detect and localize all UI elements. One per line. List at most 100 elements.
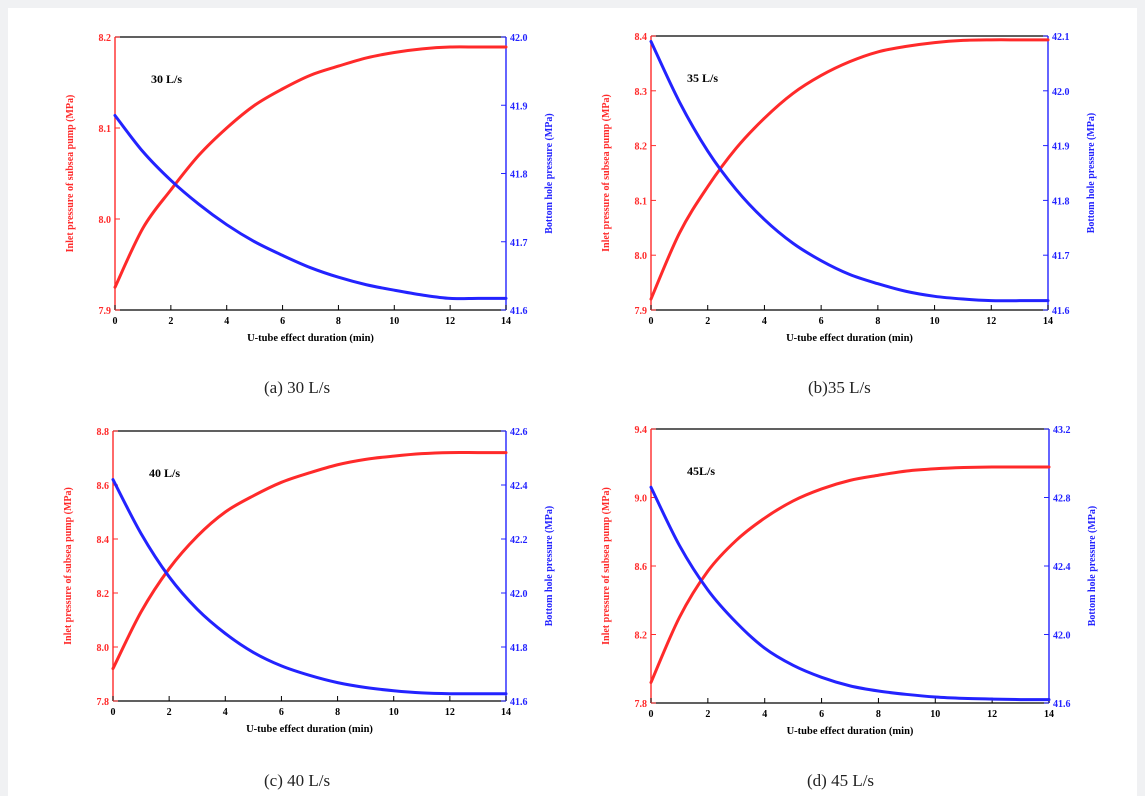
left-y-axis-label: Inlet pressure of subsea pump (MPa) (601, 487, 612, 645)
right-y-tick-label: 42.0 (510, 589, 528, 600)
x-tick-label: 12 (987, 709, 997, 720)
x-tick-label: 4 (762, 709, 767, 720)
x-axis-label: U-tube effect duration (min) (246, 724, 373, 735)
x-tick-label: 8 (336, 316, 341, 327)
x-tick-label: 0 (113, 316, 118, 327)
left-y-axis-label: Inlet pressure of subsea pump (MPa) (65, 95, 76, 253)
right-y-axis-label: Bottom hole pressure (MPa) (1086, 113, 1097, 233)
left-y-tick-label: 8.2 (97, 589, 110, 600)
x-tick-label: 14 (501, 707, 511, 718)
left-y-tick-label: 8.1 (635, 196, 648, 207)
left-y-tick-label: 9.4 (635, 425, 648, 436)
inlet-pressure-line (649, 38, 1050, 301)
flow-rate-annotation: 30 L/s (151, 72, 182, 86)
left-y-tick-label: 8.0 (97, 643, 110, 654)
caption-b: (b)35 L/s (808, 378, 871, 397)
left-y-tick-label: 7.9 (99, 306, 112, 317)
right-y-tick-label: 41.9 (510, 101, 528, 112)
left-y-tick-label: 7.8 (97, 697, 110, 708)
right-y-tick-label: 41.6 (510, 697, 528, 708)
right-y-tick-label: 41.8 (510, 643, 528, 654)
panel-d: 0 2 4 6 8 10 12 14 7.8 8.2 8.6 9.0 9.4 41.6 42.0 42.4 42… (601, 425, 1098, 737)
x-tick-label: 14 (501, 316, 511, 327)
left-y-tick-label: 7.8 (635, 699, 648, 710)
x-tick-label: 6 (819, 316, 824, 327)
right-y-tick-label: 41.8 (510, 170, 528, 181)
right-y-tick-label: 41.6 (510, 306, 528, 317)
x-tick-label: 12 (445, 707, 455, 718)
caption-d: (d) 45 L/s (807, 771, 875, 790)
x-tick-label: 6 (280, 316, 285, 327)
left-y-tick-label: 8.6 (635, 562, 648, 573)
x-axis-label: U-tube effect duration (min) (787, 726, 914, 737)
right-y-tick-label: 41.8 (1052, 196, 1070, 207)
x-axis-label: U-tube effect duration (min) (786, 333, 913, 344)
left-y-axis-label: Inlet pressure of subsea pump (MPa) (601, 94, 612, 252)
bottom-hole-pressure-line (111, 478, 508, 696)
x-tick-label: 2 (705, 316, 710, 327)
right-y-axis-label: Bottom hole pressure (MPa) (1087, 506, 1098, 626)
right-y-tick-label: 41.7 (510, 238, 528, 249)
left-y-tick-label: 8.2 (99, 33, 112, 44)
x-tick-label: 10 (930, 316, 940, 327)
chart-canvas: 0 2 4 6 8 10 12 14 7.9 8.0 8.1 8.2 41.6 41.7 41.8 41.9 4… (63, 32, 1098, 737)
inlet-pressure-line (649, 465, 1051, 684)
right-y-tick-label: 42.1 (1052, 32, 1070, 43)
x-tick-label: 12 (986, 316, 996, 327)
x-tick-label: 12 (445, 316, 455, 327)
left-y-tick-label: 9.0 (635, 494, 648, 505)
x-axis-label: U-tube effect duration (min) (247, 333, 374, 344)
x-tick-label: 10 (389, 316, 399, 327)
right-y-tick-label: 41.6 (1052, 306, 1070, 317)
x-tick-label: 0 (649, 316, 654, 327)
x-tick-label: 2 (705, 709, 710, 720)
right-y-tick-label: 41.6 (1053, 699, 1071, 710)
right-y-tick-label: 43.2 (1053, 425, 1071, 436)
x-tick-label: 6 (279, 707, 284, 718)
x-tick-label: 14 (1044, 709, 1054, 720)
right-y-tick-label: 41.9 (1052, 142, 1070, 153)
right-y-tick-label: 42.0 (510, 33, 528, 44)
panel-a: 0 2 4 6 8 10 12 14 7.9 8.0 8.1 8.2 41.6 41.7 41.8 41.9 4… (65, 33, 555, 344)
right-y-tick-label: 42.4 (510, 481, 528, 492)
right-y-tick-label: 42.4 (1053, 562, 1071, 573)
right-y-tick-label: 42.0 (1053, 631, 1071, 642)
right-y-tick-label: 42.8 (1053, 494, 1071, 505)
right-y-tick-label: 42.0 (1052, 87, 1070, 98)
x-tick-label: 10 (930, 709, 940, 720)
left-y-tick-label: 8.4 (635, 32, 648, 43)
left-y-tick-label: 8.1 (99, 124, 112, 135)
bottom-hole-pressure-line (649, 39, 1050, 303)
x-tick-label: 8 (875, 316, 880, 327)
flow-rate-annotation: 35 L/s (687, 71, 718, 85)
x-tick-label: 8 (876, 709, 881, 720)
left-y-tick-label: 8.0 (635, 251, 648, 262)
inlet-pressure-line (111, 451, 508, 671)
flow-rate-annotation: 40 L/s (149, 466, 180, 480)
figure: 0 2 4 6 8 10 12 14 7.9 8.0 8.1 8.2 41.6 41.7 41.8 41.9 4… (8, 8, 1137, 796)
left-y-tick-label: 8.4 (97, 535, 110, 546)
x-tick-label: 6 (819, 709, 824, 720)
x-tick-label: 4 (224, 316, 229, 327)
left-y-tick-label: 8.3 (635, 87, 648, 98)
x-tick-label: 2 (167, 707, 172, 718)
right-y-tick-label: 42.6 (510, 427, 528, 438)
x-tick-label: 8 (335, 707, 340, 718)
x-tick-label: 0 (111, 707, 116, 718)
right-y-axis-label: Bottom hole pressure (MPa) (544, 113, 555, 233)
caption-a: (a) 30 L/s (264, 378, 331, 397)
bottom-hole-pressure-line (649, 485, 1051, 702)
right-y-axis-label: Bottom hole pressure (MPa) (544, 506, 555, 626)
panel-c: 0 2 4 6 8 10 12 14 7.8 8.0 8.2 8.4 8.6 8.8 41.6 41.8 42.… (63, 427, 555, 735)
right-y-tick-label: 42.2 (510, 535, 528, 546)
inlet-pressure-line (113, 45, 508, 289)
bottom-hole-pressure-line (113, 113, 508, 301)
right-y-tick-label: 41.7 (1052, 251, 1070, 262)
left-y-axis-label: Inlet pressure of subsea pump (MPa) (63, 487, 74, 645)
left-y-tick-label: 8.8 (97, 427, 110, 438)
x-tick-label: 2 (168, 316, 173, 327)
left-y-tick-label: 7.9 (635, 306, 648, 317)
caption-c: (c) 40 L/s (264, 771, 331, 790)
panel-b: 0 2 4 6 8 10 12 14 7.9 8.0 8.1 8.2 8.3 8.4 41.6 41.7 41.… (601, 32, 1097, 344)
x-tick-label: 0 (649, 709, 654, 720)
